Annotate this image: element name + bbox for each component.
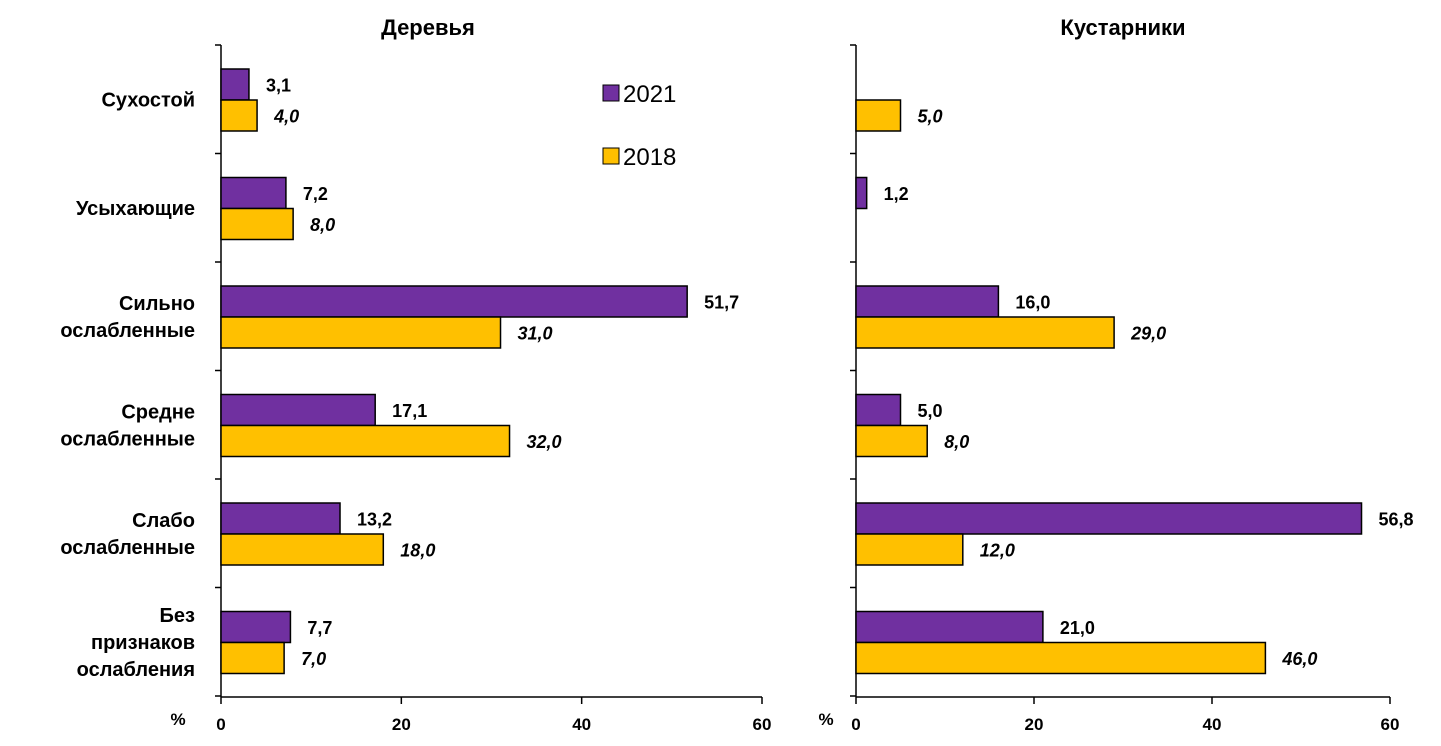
panel1-x-tick-label: 0 <box>851 715 860 734</box>
category-label: Сильно <box>119 293 195 315</box>
panel1-data-label-2018: 5,0 <box>918 107 943 127</box>
panel1-data-label-2021: 56,8 <box>1379 510 1414 530</box>
panel0-x-tick-label: 40 <box>572 715 591 734</box>
panel0-bar-2018 <box>220 316 502 349</box>
panel0-bar-2021 <box>220 176 287 210</box>
panel0-bar-2021 <box>220 393 376 427</box>
category-label: ослабленные <box>60 537 195 559</box>
legend-label-2018: 2018 <box>623 144 676 171</box>
panel0-bar-2018 <box>220 641 285 675</box>
panel1-data-label-2021: 1,2 <box>884 184 909 204</box>
panel0-x-tick-label: 20 <box>392 715 411 734</box>
panel0-bar-2021 <box>220 502 341 535</box>
panel0-bar-2021 <box>220 610 292 644</box>
panel1-data-label-2018: 12,0 <box>980 541 1015 561</box>
category-label: Усыхающие <box>76 198 195 220</box>
panel0-data-label-2021: 17,1 <box>392 401 427 421</box>
panel1-bar-2021 <box>855 610 1044 644</box>
panel0-bar-2021 <box>220 285 688 318</box>
category-label: ослабленные <box>60 320 195 342</box>
panel0-data-label-2021: 51,7 <box>704 293 739 313</box>
panel0-data-label-2018: 7,0 <box>301 649 326 669</box>
category-label: признаков <box>91 632 195 654</box>
panel1-x-tick-label: 60 <box>1381 715 1400 734</box>
category-label: ослабления <box>77 659 195 681</box>
panel1-data-label-2021: 16,0 <box>1015 293 1050 313</box>
panel0-bar-2018 <box>220 533 385 566</box>
panel1-bar-2021 <box>855 285 1000 318</box>
category-label: Средне <box>121 401 195 423</box>
panel1-x-tick-label: 20 <box>1025 715 1044 734</box>
panel1-bar-2021 <box>855 502 1363 535</box>
panel1-bar-2021 <box>855 393 902 427</box>
panel0-data-label-2021: 13,2 <box>357 510 392 530</box>
panel1-data-label-2018: 46,0 <box>1281 649 1317 669</box>
panel0-x-tick-label: 0 <box>216 715 225 734</box>
panel1-title: Кустарники <box>1060 15 1185 40</box>
panel1-bar-2021 <box>855 176 868 210</box>
panel1-bar-2018 <box>855 99 902 132</box>
legend-swatch-2021 <box>602 84 620 102</box>
panel0-data-label-2021: 7,7 <box>307 618 332 638</box>
panel1-data-label-2021: 21,0 <box>1060 618 1095 638</box>
panel0-x-unit-label: % <box>170 710 185 729</box>
category-label: Слабо <box>132 510 195 532</box>
panel1-x-tick-label: 40 <box>1203 715 1222 734</box>
panel1-data-label-2018: 8,0 <box>944 432 969 452</box>
legend-swatch-2018 <box>602 147 620 165</box>
category-label: Без <box>160 605 195 627</box>
panel0-bar-2018 <box>220 207 294 241</box>
panel0-data-label-2018: 4,0 <box>273 107 299 127</box>
panel0-data-label-2018: 32,0 <box>527 432 562 452</box>
legend-label-2021: 2021 <box>623 81 676 108</box>
category-label: Сухостой <box>101 89 195 111</box>
panel0-bar-2018 <box>220 99 258 132</box>
panel1-bar-2018 <box>855 424 928 458</box>
panel1-bar-2018 <box>855 316 1115 349</box>
panel1-data-label-2018: 29,0 <box>1130 324 1166 344</box>
panel0-bar-2018 <box>220 424 511 458</box>
panel0-bar-2021 <box>220 68 250 101</box>
panel0-data-label-2018: 18,0 <box>400 541 435 561</box>
panel1-x-unit-label: % <box>818 710 833 729</box>
panel1-bar-2018 <box>855 641 1267 675</box>
panel0-x-tick-label: 60 <box>753 715 772 734</box>
panel0-data-label-2021: 7,2 <box>303 184 328 204</box>
panel1-data-label-2021: 5,0 <box>918 401 943 421</box>
panel0-data-label-2018: 31,0 <box>518 324 553 344</box>
category-label: ослабленные <box>60 428 195 450</box>
panel1-bar-2018 <box>855 533 964 566</box>
panel0-data-label-2021: 3,1 <box>266 76 291 96</box>
panel0-title: Деревья <box>381 15 475 40</box>
panel0-data-label-2018: 8,0 <box>310 215 335 235</box>
